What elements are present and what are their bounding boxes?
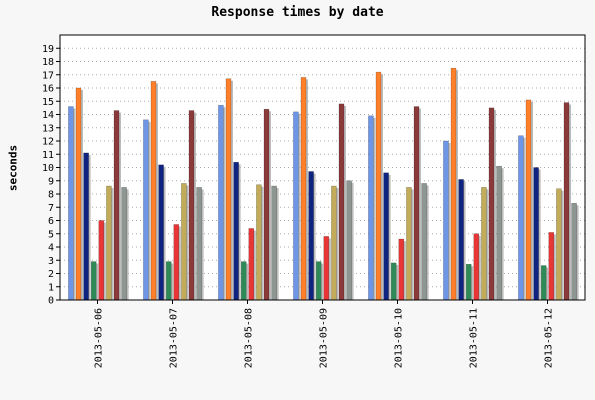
x-tick-label: 2013-05-12 [544, 308, 555, 368]
x-tick-label: 2013-05-11 [469, 308, 480, 368]
bar [315, 261, 322, 301]
x-tick-label: 2013-05-09 [319, 308, 330, 368]
bar [421, 183, 427, 301]
bar [233, 161, 239, 301]
y-tick-label: 10 [42, 163, 54, 174]
bar [548, 232, 555, 301]
bar [406, 187, 412, 301]
y-tick-label: 5 [48, 229, 54, 240]
y-tick-label: 6 [48, 216, 54, 227]
bar [263, 108, 270, 301]
bar [225, 78, 232, 301]
y-tick-label: 13 [42, 123, 54, 134]
bar [106, 185, 112, 301]
bar [563, 102, 570, 301]
bar [375, 71, 382, 301]
bar [533, 167, 539, 301]
plot-background [60, 35, 585, 300]
bar [443, 140, 449, 301]
bar [390, 262, 397, 301]
bar [481, 187, 487, 301]
y-tick-label: 11 [42, 150, 54, 161]
y-tick-label: 0 [48, 296, 54, 307]
bar [218, 104, 224, 301]
bar [188, 110, 195, 301]
bar [413, 106, 420, 301]
y-tick-label: 1 [48, 282, 54, 293]
bar [173, 224, 180, 301]
bar [465, 263, 472, 301]
bar [300, 77, 307, 301]
x-tick-label: 2013-05-08 [244, 308, 255, 368]
y-tick-label: 17 [42, 70, 54, 81]
bar [488, 107, 495, 301]
bar [308, 171, 314, 301]
bar [496, 165, 502, 301]
y-tick-label: 19 [42, 44, 54, 55]
y-tick-label: 3 [48, 256, 54, 267]
bar [75, 87, 82, 301]
y-tick-label: 18 [42, 57, 54, 68]
bar [271, 185, 277, 301]
bar [113, 110, 120, 301]
bar [68, 106, 74, 301]
bar [556, 188, 562, 301]
y-tick-label: 9 [48, 176, 54, 187]
x-tick-label: 2013-05-07 [169, 308, 180, 368]
bar [98, 220, 105, 301]
bar [571, 203, 577, 301]
bar [518, 135, 524, 301]
bar [383, 172, 389, 301]
y-tick-label: 7 [48, 203, 54, 214]
bar [90, 261, 97, 301]
bar [346, 180, 352, 301]
bar [458, 179, 464, 301]
y-tick-label: 12 [42, 137, 54, 148]
y-tick-label: 15 [42, 97, 54, 108]
bar [150, 81, 157, 301]
bar [525, 99, 532, 301]
bar [181, 183, 187, 301]
chart-title: Response times by date [211, 5, 384, 20]
bar [196, 187, 202, 301]
bar [248, 228, 255, 301]
bar [368, 115, 374, 301]
bar [83, 152, 89, 301]
bar [143, 119, 149, 301]
bar [473, 233, 480, 301]
y-tick-label: 8 [48, 190, 54, 201]
bar [121, 187, 127, 301]
bar [338, 103, 345, 301]
y-tick-label: 2 [48, 269, 54, 280]
y-tick-label: 16 [42, 84, 54, 95]
bar [240, 261, 247, 301]
bar [158, 164, 164, 301]
bar [165, 261, 172, 301]
bar [293, 111, 299, 301]
bar [450, 67, 457, 301]
x-tick-label: 2013-05-10 [394, 308, 405, 368]
bar [540, 265, 547, 301]
y-tick-label: 4 [48, 243, 54, 254]
plot-frame [59, 34, 586, 301]
x-tick-label: 2013-05-06 [94, 308, 105, 368]
bar [331, 185, 337, 301]
bar [323, 236, 330, 301]
y-tick-label: 14 [42, 110, 54, 121]
bar [398, 238, 405, 301]
bar [256, 184, 262, 301]
